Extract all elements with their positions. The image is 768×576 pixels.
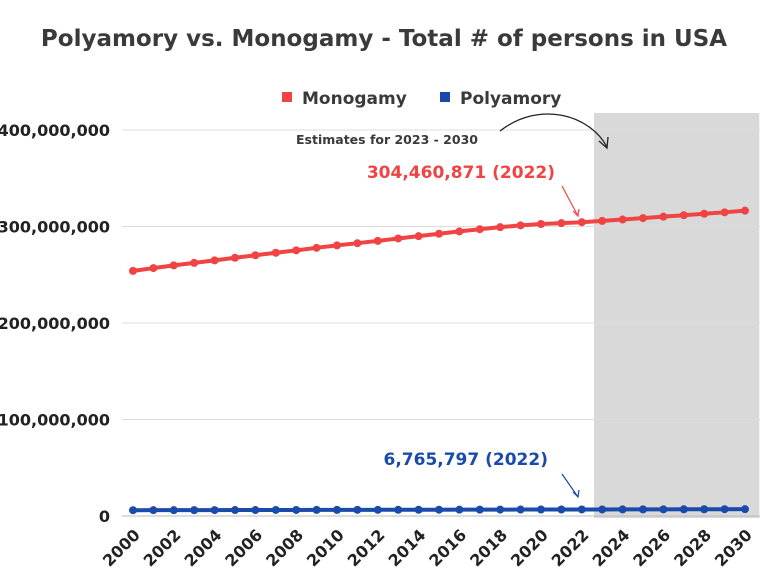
legend-swatch-monogamy (282, 92, 292, 102)
data-point-monogamy (700, 209, 709, 218)
data-point-monogamy (333, 241, 341, 250)
y-tick-label: 200,000,000 (0, 314, 110, 333)
data-point-monogamy (414, 232, 423, 241)
x-tick-label: 2020 (507, 525, 552, 570)
data-point-polyamory (516, 505, 525, 514)
data-point-polyamory (271, 505, 280, 514)
data-point-monogamy (516, 221, 525, 230)
data-point-monogamy (435, 229, 443, 238)
data-point-polyamory (231, 506, 239, 515)
data-point-monogamy (271, 248, 280, 257)
data-point-monogamy (475, 225, 484, 234)
annotation-arrow-icon (561, 185, 579, 217)
data-point-monogamy (639, 214, 647, 223)
annotation-arrow-icon (561, 473, 579, 498)
x-tick-label: 2028 (670, 525, 715, 570)
data-point-polyamory (394, 505, 403, 514)
legend-label-monogamy: Monogamy (302, 89, 407, 109)
data-point-polyamory (333, 505, 341, 514)
data-point-polyamory (292, 505, 301, 514)
data-point-polyamory (129, 506, 137, 515)
chart-title: Polyamory vs. Monogamy - Total # of pers… (40, 26, 728, 52)
x-tick-label: 2006 (221, 525, 266, 570)
data-point-monogamy (312, 243, 321, 252)
data-point-polyamory (455, 505, 464, 514)
data-point-monogamy (496, 223, 505, 232)
data-point-monogamy (353, 239, 362, 248)
data-point-monogamy (720, 208, 729, 217)
data-point-monogamy (373, 236, 382, 245)
data-point-polyamory (435, 505, 443, 514)
y-tick-label: 0 (99, 507, 110, 526)
data-point-monogamy (537, 219, 545, 228)
data-point-monogamy (618, 215, 627, 224)
data-point-monogamy (190, 258, 199, 267)
data-point-monogamy (557, 219, 566, 228)
legend-label-polyamory: Polyamory (460, 89, 561, 109)
data-point-polyamory (537, 505, 545, 514)
data-point-monogamy (129, 266, 137, 275)
legend-swatch-polyamory (440, 92, 450, 102)
y-tick-label: 300,000,000 (0, 218, 110, 237)
data-point-monogamy (598, 216, 607, 225)
data-point-polyamory (741, 505, 749, 514)
data-point-polyamory (475, 505, 484, 514)
x-tick-label: 2002 (140, 525, 185, 570)
x-tick-label: 2014 (385, 525, 430, 570)
estimate-shaded-region (594, 113, 760, 518)
x-tick-label: 2016 (425, 525, 470, 570)
x-tick-label: 2004 (181, 525, 226, 570)
x-tick-label: 2012 (344, 525, 389, 570)
data-point-polyamory (190, 506, 199, 515)
data-point-polyamory (251, 506, 260, 515)
x-tick-label: 2008 (262, 525, 307, 570)
y-tick-label: 100,000,000 (0, 411, 110, 430)
data-point-polyamory (353, 505, 362, 514)
annotation-arrowhead-icon (572, 489, 580, 499)
data-point-monogamy (231, 253, 239, 262)
x-tick-label: 2024 (589, 525, 634, 570)
data-point-polyamory (169, 506, 178, 515)
estimates-label: Estimates for 2023 - 2030 (296, 132, 478, 147)
data-point-monogamy (251, 251, 260, 260)
data-point-monogamy (169, 261, 178, 270)
data-point-monogamy (741, 206, 749, 215)
x-tick-label: 2022 (548, 525, 593, 570)
annotation-polyamory: 6,765,797 (2022) (384, 450, 549, 470)
data-point-monogamy (577, 218, 586, 227)
data-point-polyamory (414, 505, 423, 514)
data-point-polyamory (679, 505, 688, 514)
data-point-monogamy (394, 234, 403, 243)
data-point-polyamory (496, 505, 505, 514)
arrowhead-icon (598, 136, 609, 150)
data-point-monogamy (210, 256, 219, 265)
data-point-monogamy (149, 264, 158, 273)
data-point-polyamory (598, 505, 607, 514)
data-point-polyamory (312, 505, 321, 514)
data-point-polyamory (373, 505, 382, 514)
data-point-polyamory (577, 505, 586, 514)
y-tick-label: 400,000,000 (0, 121, 110, 140)
annotation-monogamy: 304,460,871 (2022) (367, 163, 555, 183)
annotation-arrowhead-icon (572, 208, 580, 218)
data-point-polyamory (149, 506, 158, 515)
curved-arrow-icon (499, 113, 608, 148)
x-tick-label: 2010 (303, 525, 348, 570)
data-point-polyamory (720, 505, 729, 514)
data-point-monogamy (679, 211, 688, 220)
x-tick-label: 2000 (99, 525, 144, 570)
data-point-monogamy (292, 246, 301, 255)
x-tick-label: 2030 (711, 525, 756, 570)
data-point-polyamory (618, 505, 627, 514)
data-point-polyamory (639, 505, 647, 514)
data-point-polyamory (210, 506, 219, 515)
x-tick-label: 2026 (629, 525, 674, 570)
data-point-polyamory (659, 505, 668, 514)
data-point-monogamy (659, 212, 668, 221)
data-point-monogamy (455, 227, 464, 236)
data-point-polyamory (557, 505, 566, 514)
data-point-polyamory (700, 505, 709, 514)
x-tick-label: 2018 (466, 525, 511, 570)
